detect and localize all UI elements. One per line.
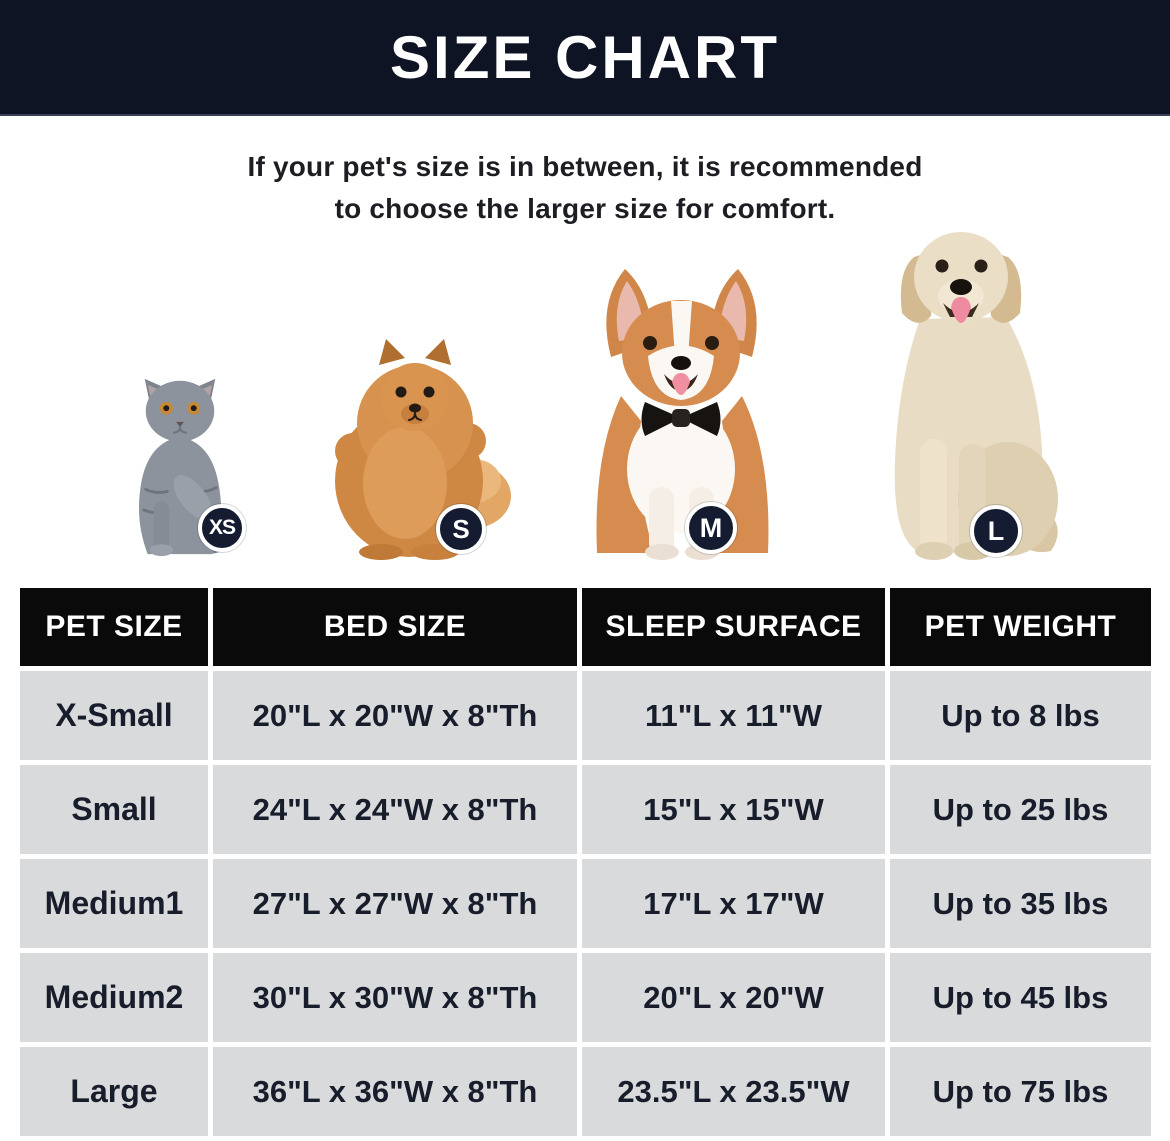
page-title: SIZE CHART (390, 23, 780, 91)
size-badge-s: S (436, 504, 486, 554)
column-header-pet-size: PET SIZE (20, 588, 208, 666)
table-cell-pet-size: X-Small (20, 671, 208, 760)
table-cell-pet-weight: Up to 45 lbs (890, 953, 1151, 1042)
column-header-pet-weight: PET WEIGHT (890, 588, 1151, 666)
table-cell-bed-size: 20"L x 20"W x 8"Th (213, 671, 577, 760)
subtitle-line-1: If your pet's size is in between, it is … (247, 151, 923, 182)
table-cell-sleep-surface: 23.5"L x 23.5"W (582, 1047, 885, 1136)
subtitle: If your pet's size is in between, it is … (0, 146, 1170, 230)
column-header-bed-size: BED SIZE (213, 588, 577, 666)
table-cell-bed-size: 30"L x 30"W x 8"Th (213, 953, 577, 1042)
table-cell-bed-size: 36"L x 36"W x 8"Th (213, 1047, 577, 1136)
subtitle-line-2: to choose the larger size for comfort. (334, 193, 836, 224)
table-cell-sleep-surface: 20"L x 20"W (582, 953, 885, 1042)
size-badge-m: M (685, 502, 737, 554)
table-cell-pet-size: Large (20, 1047, 208, 1136)
corgi-illustration (578, 261, 785, 561)
table-cell-sleep-surface: 17"L x 17"W (582, 859, 885, 948)
size-table: PET SIZE BED SIZE SLEEP SURFACE PET WEIG… (20, 588, 1151, 1136)
golden-retriever-illustration (859, 211, 1066, 561)
corgi-icon (596, 269, 769, 560)
size-badge-xs: XS (198, 504, 246, 552)
banner: SIZE CHART (0, 0, 1170, 116)
table-cell-sleep-surface: 15"L x 15"W (582, 765, 885, 854)
golden-retriever-icon (894, 232, 1058, 560)
table-cell-pet-size: Small (20, 765, 208, 854)
column-header-sleep-surface: SLEEP SURFACE (582, 588, 885, 666)
table-cell-pet-weight: Up to 25 lbs (890, 765, 1151, 854)
table-cell-bed-size: 24"L x 24"W x 8"Th (213, 765, 577, 854)
table-cell-sleep-surface: 11"L x 11"W (582, 671, 885, 760)
size-badge-l: L (970, 505, 1022, 557)
table-cell-pet-weight: Up to 75 lbs (890, 1047, 1151, 1136)
table-cell-pet-size: Medium2 (20, 953, 208, 1042)
table-cell-pet-weight: Up to 8 lbs (890, 671, 1151, 760)
table-cell-bed-size: 27"L x 27"W x 8"Th (213, 859, 577, 948)
table-cell-pet-weight: Up to 35 lbs (890, 859, 1151, 948)
table-cell-pet-size: Medium1 (20, 859, 208, 948)
